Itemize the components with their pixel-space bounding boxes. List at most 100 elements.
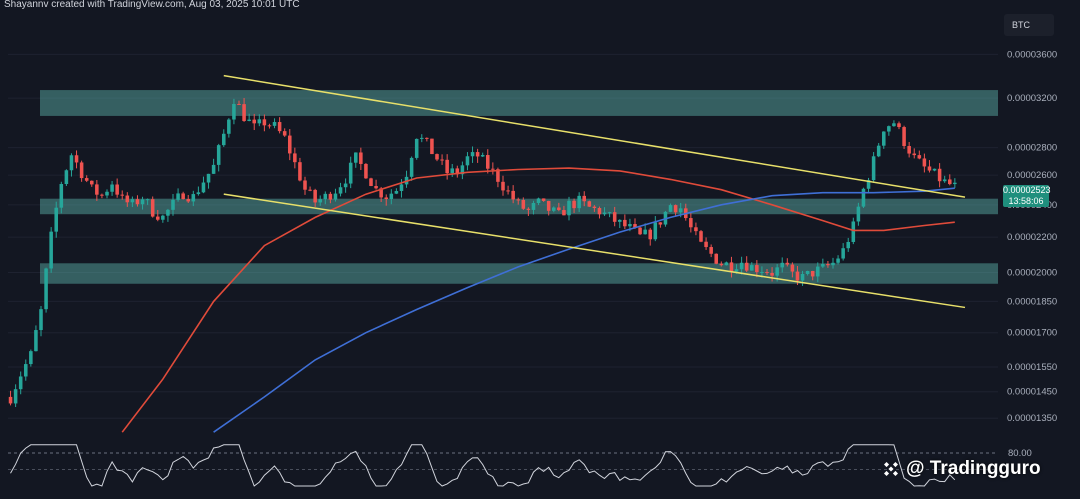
ma-blue-line <box>213 187 955 433</box>
candle-body <box>49 231 53 269</box>
candle-body <box>780 262 785 268</box>
candle-body <box>125 195 130 203</box>
candle-body <box>790 264 795 272</box>
candle-body <box>912 153 917 156</box>
candle-body <box>866 180 871 189</box>
candle-body <box>293 153 297 163</box>
candle-body <box>409 157 414 177</box>
candle-body <box>638 227 642 235</box>
candle-body <box>353 152 358 163</box>
candle-body <box>729 262 734 272</box>
candle-body <box>333 193 338 200</box>
candle-body <box>323 193 328 200</box>
candle-body <box>491 168 495 170</box>
candle-body <box>770 272 774 276</box>
candle-body <box>242 104 246 122</box>
candle-body <box>303 180 307 190</box>
candle-body <box>704 241 708 248</box>
candle-body <box>359 152 363 164</box>
price-tick-label: 0.00001350 <box>1007 413 1057 424</box>
candle-body <box>694 227 698 232</box>
price-zone <box>40 198 998 215</box>
candle-body <box>734 269 739 272</box>
candle-body <box>821 264 825 267</box>
candle-body <box>465 156 470 166</box>
candle-body <box>8 396 13 404</box>
rsi-line <box>10 444 956 487</box>
symbol-label[interactable]: BTC <box>1004 14 1054 36</box>
price-tick-label: 0.00002000 <box>1007 267 1057 278</box>
candle-body <box>64 170 69 184</box>
channel-lower-line <box>223 193 966 309</box>
candle-body <box>496 169 500 182</box>
price-tick-label: 0.00002800 <box>1007 143 1057 154</box>
candle-body <box>506 190 510 192</box>
candle-body <box>567 200 571 216</box>
price-axis[interactable]: 0.00003600 0.00003200 0.00002800 0.00002600… <box>1007 49 1057 424</box>
candle-body <box>298 162 302 181</box>
candle-body <box>79 162 84 179</box>
watermark: @ Tradingguro <box>882 458 1041 480</box>
candle-body <box>846 241 851 249</box>
candle-body <box>902 127 906 147</box>
candle-body <box>546 200 551 211</box>
candle-body <box>724 262 729 266</box>
candle-body <box>937 168 942 182</box>
candle-body <box>501 181 505 191</box>
candle-body <box>389 193 394 200</box>
candle-body <box>953 182 957 185</box>
candle-body <box>110 184 114 192</box>
candle-body <box>145 199 150 201</box>
candle-body <box>74 155 79 163</box>
candle-body <box>313 189 317 203</box>
candle-body <box>602 212 607 215</box>
candle-body <box>815 266 820 277</box>
candle-body <box>851 221 856 242</box>
price-tick-label: 0.00001550 <box>1007 362 1057 373</box>
candle-body <box>237 103 241 105</box>
candle-body <box>485 155 490 169</box>
candle-body <box>216 145 221 165</box>
candle-body <box>623 219 627 227</box>
candle-body <box>100 194 104 196</box>
candle-body <box>653 222 658 240</box>
candle-body <box>531 202 536 210</box>
candle-body <box>440 159 444 161</box>
candle-body <box>211 164 216 174</box>
price-tick-label: 0.00001450 <box>1007 387 1057 398</box>
candle-body <box>308 189 312 191</box>
candle-body <box>541 198 546 201</box>
candle-body <box>831 262 835 266</box>
candle-body <box>841 248 845 259</box>
candle-body <box>658 222 663 225</box>
candle-body <box>282 131 287 136</box>
candle-body <box>155 216 160 220</box>
candle-body <box>475 152 480 157</box>
candle-body <box>130 199 135 203</box>
candle-body <box>95 184 99 195</box>
candle-body <box>739 262 744 270</box>
price-tick-label: 0.00001700 <box>1007 328 1057 339</box>
candle-body <box>897 123 901 128</box>
candle-body <box>511 190 515 200</box>
last-price: 0.00002523 <box>1003 185 1051 195</box>
candle-body <box>557 207 561 211</box>
candle-body <box>755 265 759 273</box>
candle-body <box>29 351 33 365</box>
candle-body <box>709 247 713 254</box>
candle-body <box>810 271 815 277</box>
candle-body <box>338 187 343 194</box>
candle-body <box>887 126 891 132</box>
candles <box>8 98 957 408</box>
candle-body <box>140 199 145 205</box>
candle-body <box>470 152 475 157</box>
candle-body <box>59 183 64 208</box>
candle-body <box>876 145 881 157</box>
candle-body <box>800 273 805 281</box>
price-tick-label: 0.00002200 <box>1007 232 1057 243</box>
candle-body <box>521 200 526 209</box>
candle-body <box>460 165 465 175</box>
candle-body <box>206 173 211 183</box>
candle-body <box>369 178 373 187</box>
